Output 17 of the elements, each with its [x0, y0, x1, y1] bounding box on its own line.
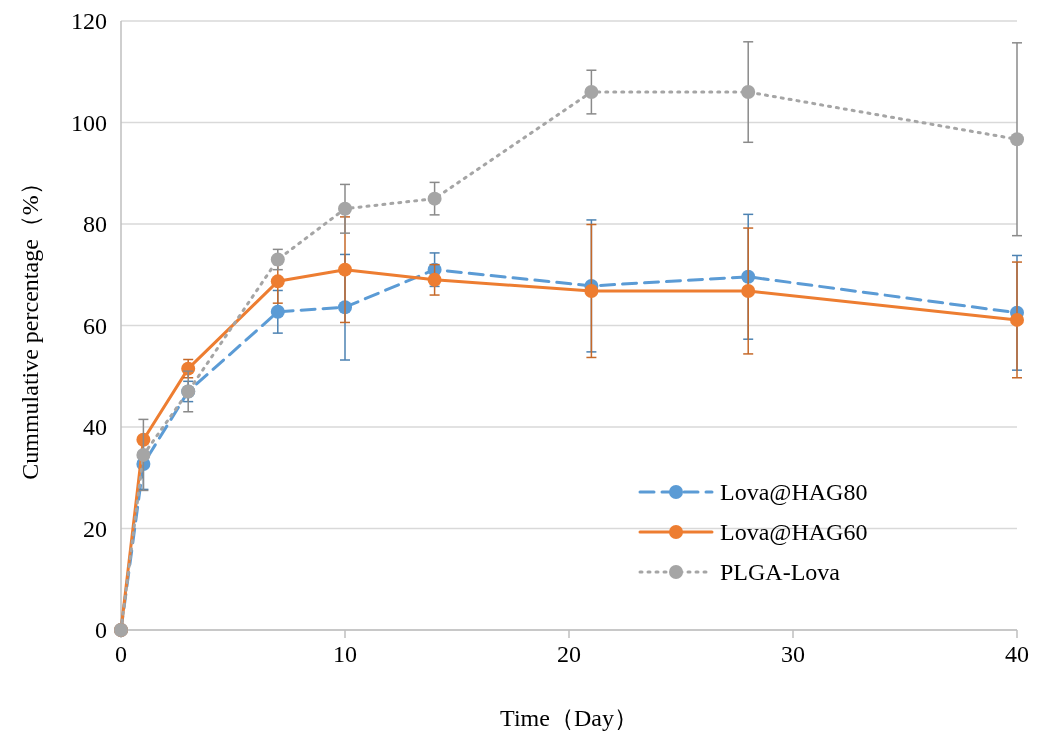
- x-tick-label: 20: [557, 641, 581, 667]
- y-tick-label: 80: [83, 211, 107, 237]
- x-tick-label: 40: [1005, 641, 1029, 667]
- x-axis-title: Time（Day）: [500, 705, 638, 731]
- y-tick-label: 120: [71, 8, 107, 34]
- legend-label: PLGA-Lova: [720, 559, 841, 585]
- x-tick-label: 10: [333, 641, 357, 667]
- legend-label: Lova@HAG80: [720, 479, 868, 505]
- y-tick-label: 20: [83, 515, 107, 542]
- x-tick-label: 0: [115, 641, 127, 667]
- y-axis-title: Cummulative percentage（%）: [17, 171, 43, 480]
- y-tick-label: 100: [71, 109, 107, 136]
- legend-label: Lova@HAG60: [720, 519, 868, 545]
- y-tick-label: 60: [83, 312, 107, 339]
- x-tick-label: 30: [781, 641, 805, 667]
- y-tick-label: 0: [95, 617, 107, 643]
- y-tick-label: 40: [83, 414, 107, 440]
